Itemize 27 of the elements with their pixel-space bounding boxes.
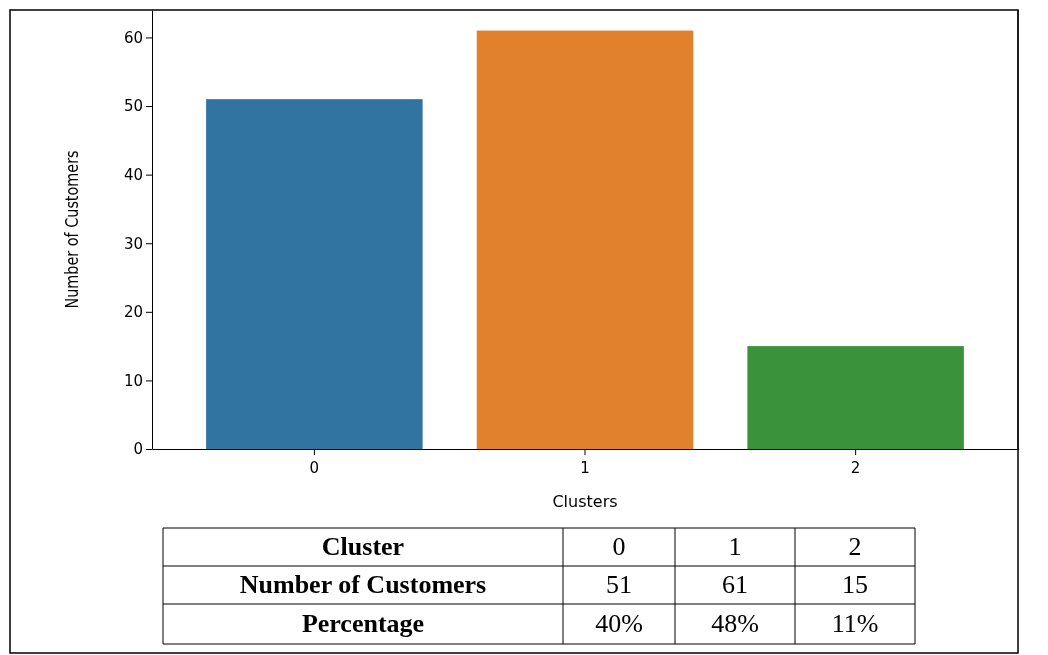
text: 2 xyxy=(848,532,862,561)
x-axis-title: Clusters xyxy=(552,492,618,511)
bar xyxy=(747,346,964,449)
y-tick-label: 20 xyxy=(123,303,143,322)
text: Number of Customers xyxy=(239,570,487,599)
y-tick-label: 10 xyxy=(123,371,143,390)
y-tick-label: 60 xyxy=(123,28,143,47)
text: 1 xyxy=(728,532,742,561)
text: Cluster xyxy=(321,532,405,561)
y-tick-label: 40 xyxy=(123,165,143,184)
text: 0 xyxy=(612,532,626,561)
y-tick-label: 50 xyxy=(123,97,143,116)
text: 61 xyxy=(722,570,748,599)
y-axis-title: Number of Customers xyxy=(61,150,83,309)
text: Percentage xyxy=(301,609,425,638)
x-tick-label: 1 xyxy=(580,459,590,477)
text: 51 xyxy=(606,570,632,599)
text: 15 xyxy=(842,570,868,599)
x-tick-label: 0 xyxy=(309,459,320,477)
text: 48% xyxy=(711,609,759,638)
text: 40% xyxy=(595,609,643,638)
y-tick-label: 30 xyxy=(123,234,143,253)
bar xyxy=(206,99,423,449)
text: 11% xyxy=(831,609,879,638)
bar xyxy=(476,30,694,449)
y-tick-label: 0 xyxy=(133,440,143,459)
x-tick-label: 2 xyxy=(850,459,861,477)
